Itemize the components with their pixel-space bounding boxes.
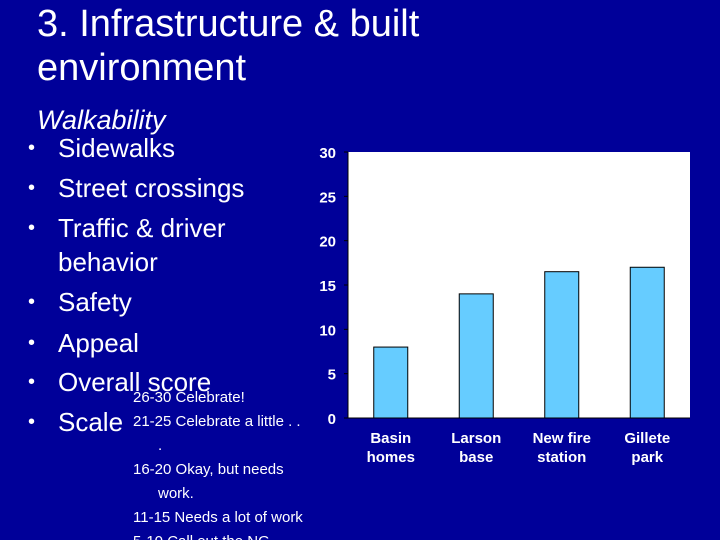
x-tick-label: Larson base [451,430,501,466]
y-tick-label: 0 [328,411,336,428]
bullet-dot: • [28,137,36,159]
x-tick-label-line: Larson [451,430,501,447]
x-tick-label-line: Basin [370,430,411,447]
title-line-2: environment [37,47,247,89]
x-tick-label: Basin homes [367,430,415,466]
y-tick-label: 20 [319,234,336,251]
slide-title: 3. Infrastructure & built environment [37,2,677,90]
x-tick-label-line: park [631,449,663,466]
bullet-text: Scale [58,407,124,437]
bullet-dot: • [28,217,36,239]
bar [544,271,580,419]
slide-subtitle: Walkability [37,105,166,135]
bullet-dot: • [28,291,36,313]
y-tick-label: 30 [319,145,336,162]
y-tick-label: 15 [319,278,336,295]
bullet-dot: • [28,332,36,354]
x-tick-label-line: base [459,449,493,466]
bullet-text: Safety [58,287,132,317]
bullet-text: Traffic & driver [58,213,226,243]
x-tick-label-line: homes [367,449,415,466]
bullet-dot: • [28,411,36,433]
bar [458,293,494,419]
bar [373,346,409,419]
bullet-text: Sidewalks [58,133,176,163]
y-tick-label: 10 [319,322,336,339]
bullet-text: Street crossings [58,173,245,203]
y-tick-label: 25 [319,189,336,206]
y-tick-label: 5 [328,367,336,384]
bullet-text: Appeal [58,328,139,358]
x-tick-label: New fire station [533,430,591,466]
bullet-dot: • [28,371,36,393]
bullet-dot: • [28,177,36,199]
title-line-1: 3. Infrastructure & built [37,3,420,45]
bullet-text: Overall score [58,367,212,397]
bullet-text-continued: behavior [58,247,158,277]
x-tick-label-line: New fire [533,430,591,447]
x-tick-label: Gillete park [624,430,670,466]
bar [629,266,665,419]
x-tick-label-line: station [537,449,586,466]
x-tick-label-line: Gillete [624,430,670,447]
